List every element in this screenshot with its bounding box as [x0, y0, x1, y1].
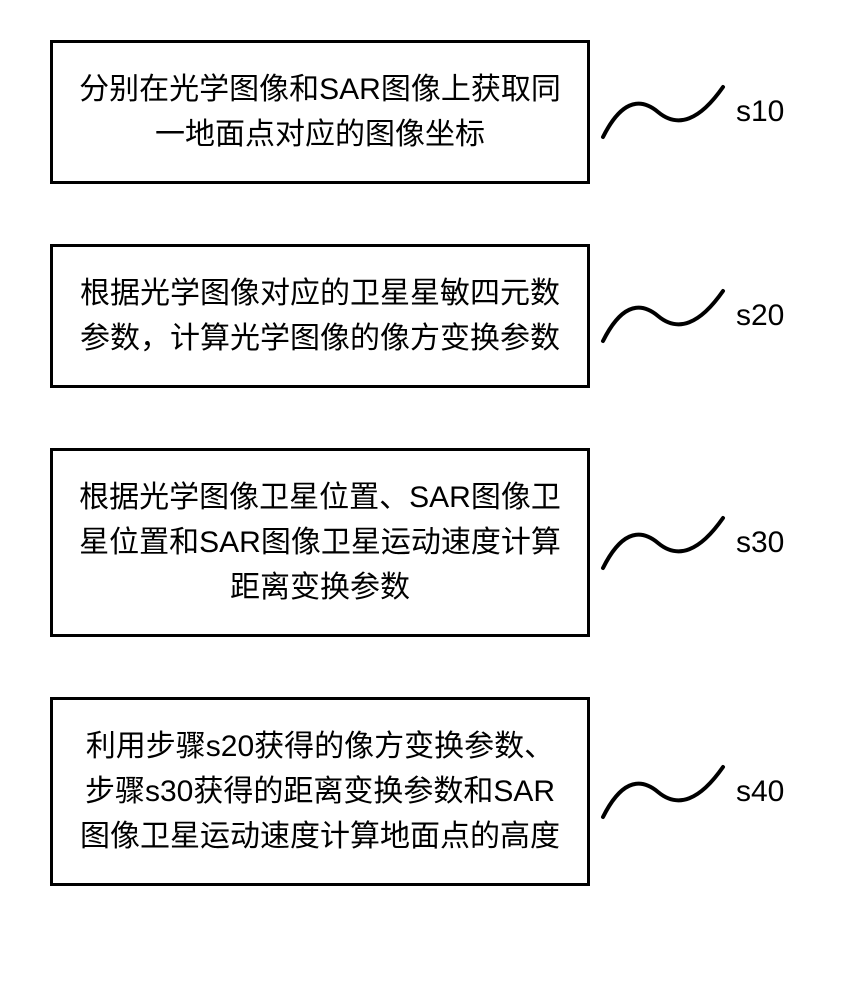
step-label: s10	[736, 95, 784, 129]
step-container: 根据光学图像卫星位置、SAR图像卫星位置和SAR图像卫星运动速度计算距离变换参数…	[0, 448, 845, 637]
step-box-s30: 根据光学图像卫星位置、SAR图像卫星位置和SAR图像卫星运动速度计算距离变换参数	[50, 448, 590, 637]
step-text: 利用步骤s20获得的像方变换参数、步骤s30获得的距离变换参数和SAR图像卫星运…	[73, 724, 567, 859]
step-box-s40: 利用步骤s20获得的像方变换参数、步骤s30获得的距离变换参数和SAR图像卫星运…	[50, 697, 590, 886]
step-text: 分别在光学图像和SAR图像上获取同一地面点对应的图像坐标	[73, 67, 567, 157]
connector-s20	[598, 286, 728, 346]
wave-icon	[598, 286, 728, 346]
step-label: s30	[736, 526, 784, 560]
step-label: s40	[736, 775, 784, 809]
step-box-s20: 根据光学图像对应的卫星星敏四元数参数，计算光学图像的像方变换参数	[50, 244, 590, 388]
connector-s40	[598, 762, 728, 822]
step-label: s20	[736, 299, 784, 333]
step-text: 根据光学图像卫星位置、SAR图像卫星位置和SAR图像卫星运动速度计算距离变换参数	[73, 475, 567, 610]
wave-icon	[598, 513, 728, 573]
step-container: 利用步骤s20获得的像方变换参数、步骤s30获得的距离变换参数和SAR图像卫星运…	[0, 697, 845, 886]
step-container: 分别在光学图像和SAR图像上获取同一地面点对应的图像坐标 s10	[0, 40, 845, 184]
wave-icon	[598, 762, 728, 822]
connector-s10	[598, 82, 728, 142]
connector-s30	[598, 513, 728, 573]
wave-icon	[598, 82, 728, 142]
step-text: 根据光学图像对应的卫星星敏四元数参数，计算光学图像的像方变换参数	[73, 271, 567, 361]
step-box-s10: 分别在光学图像和SAR图像上获取同一地面点对应的图像坐标	[50, 40, 590, 184]
step-container: 根据光学图像对应的卫星星敏四元数参数，计算光学图像的像方变换参数 s20	[0, 244, 845, 388]
